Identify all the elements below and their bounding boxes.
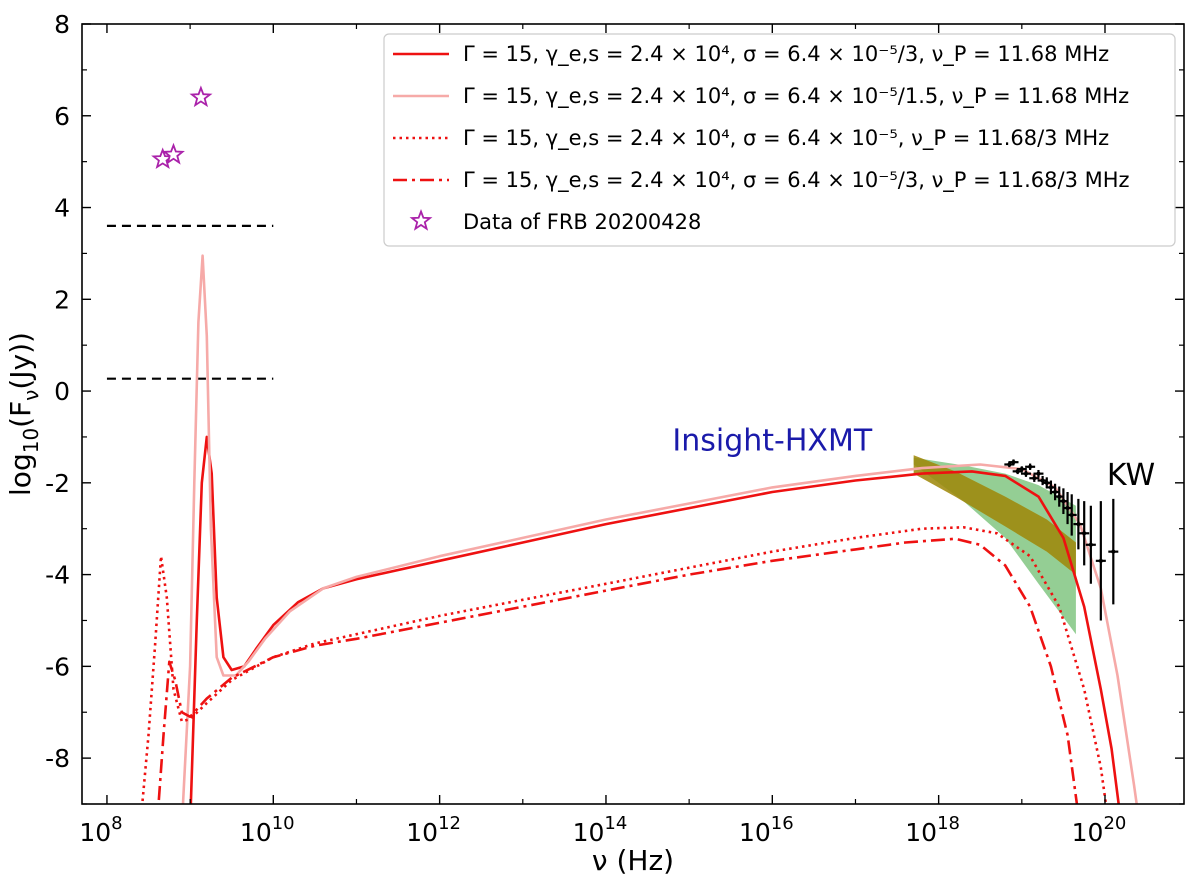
- y-tick-label: -4: [45, 561, 70, 590]
- kw-data-point: [1020, 470, 1031, 477]
- x-tick-exponent: 14: [604, 813, 627, 834]
- x-tick-exponent: 8: [111, 813, 122, 834]
- x-tick-label: 1014: [573, 813, 628, 847]
- y-tick-label: -8: [45, 744, 70, 773]
- x-tick-exponent: 20: [1103, 813, 1126, 834]
- annotation-kw: KW: [1107, 458, 1155, 493]
- x-tick-label: 1012: [406, 813, 461, 847]
- x-tick-label: 1020: [1072, 813, 1127, 847]
- x-tick-base: 10: [1072, 818, 1104, 847]
- kw-data-point: [1085, 505, 1096, 584]
- kw-data-point: [1066, 494, 1077, 536]
- legend-label-3: Γ = 15, γ_e,s = 2.4 × 10⁴, σ = 6.4 × 10⁻…: [463, 126, 1109, 151]
- x-tick-base: 10: [739, 818, 771, 847]
- y-tick-label: 6: [54, 102, 70, 131]
- x-tick-base: 10: [905, 818, 937, 847]
- legend-label-1: Γ = 15, γ_e,s = 2.4 × 10⁴, σ = 6.4 × 10⁻…: [463, 42, 1109, 67]
- kw-data-point: [1073, 498, 1084, 550]
- y-tick-label: 4: [54, 194, 70, 223]
- legend-label-frb: Data of FRB 20200428: [463, 210, 701, 234]
- x-tick-label: 108: [79, 813, 122, 847]
- model-curve-4: [157, 537, 1079, 804]
- legend-label-4: Γ = 15, γ_e,s = 2.4 × 10⁴, σ = 6.4 × 10⁻…: [463, 168, 1130, 193]
- y-tick-label: 2: [54, 285, 70, 314]
- kw-data-point: [1108, 498, 1119, 605]
- legend-box: [383, 33, 1176, 247]
- y-tick-label: 8: [54, 10, 70, 39]
- frb-data-star: [189, 85, 213, 108]
- model-curve-2: [181, 254, 1138, 804]
- model-curve-3: [140, 526, 1108, 804]
- kw-data-point: [1029, 474, 1040, 482]
- y-tick-label: -6: [45, 652, 70, 681]
- kw-data-point: [1016, 466, 1027, 472]
- legend: Γ = 15, γ_e,s = 2.4 × 10⁴, σ = 6.4 × 10⁻…: [383, 33, 1176, 247]
- y-tick-label: 0: [54, 377, 70, 406]
- hxmt-band-green: [913, 457, 1076, 635]
- x-tick-base: 10: [79, 818, 111, 847]
- x-tick-label: 1010: [240, 813, 295, 847]
- legend-label-2: Γ = 15, γ_e,s = 2.4 × 10⁴, σ = 6.4 × 10⁻…: [463, 84, 1129, 109]
- x-tick-exponent: 16: [771, 813, 794, 834]
- kw-data-point: [1025, 463, 1036, 470]
- plot-frame: [81, 23, 1185, 805]
- x-tick-exponent: 10: [272, 813, 295, 834]
- x-tick-exponent: 18: [937, 813, 960, 834]
- kw-data-point: [1095, 501, 1106, 621]
- hxmt-band-overlap: [913, 455, 1076, 575]
- annotation-hxmt: Insight-HXMT: [672, 424, 872, 459]
- x-tick-exponent: 12: [438, 813, 461, 834]
- kw-data-point: [1033, 469, 1044, 478]
- y-tick-label: -2: [45, 469, 70, 498]
- kw-data-point: [1079, 501, 1090, 566]
- x-tick-base: 10: [240, 818, 272, 847]
- x-axis-label: ν (Hz): [592, 844, 674, 877]
- x-tick-label: 1016: [739, 813, 794, 847]
- model-curve-1: [189, 435, 1120, 804]
- legend-swatch-frb-star: [409, 208, 433, 231]
- y-axis-label: log10(Fν(Jy)): [4, 332, 43, 496]
- kw-data-point: [1008, 459, 1019, 465]
- frb-data-star: [162, 142, 185, 165]
- x-tick-base: 10: [406, 818, 438, 847]
- x-tick-base: 10: [573, 818, 605, 847]
- x-tick-label: 1018: [905, 813, 960, 847]
